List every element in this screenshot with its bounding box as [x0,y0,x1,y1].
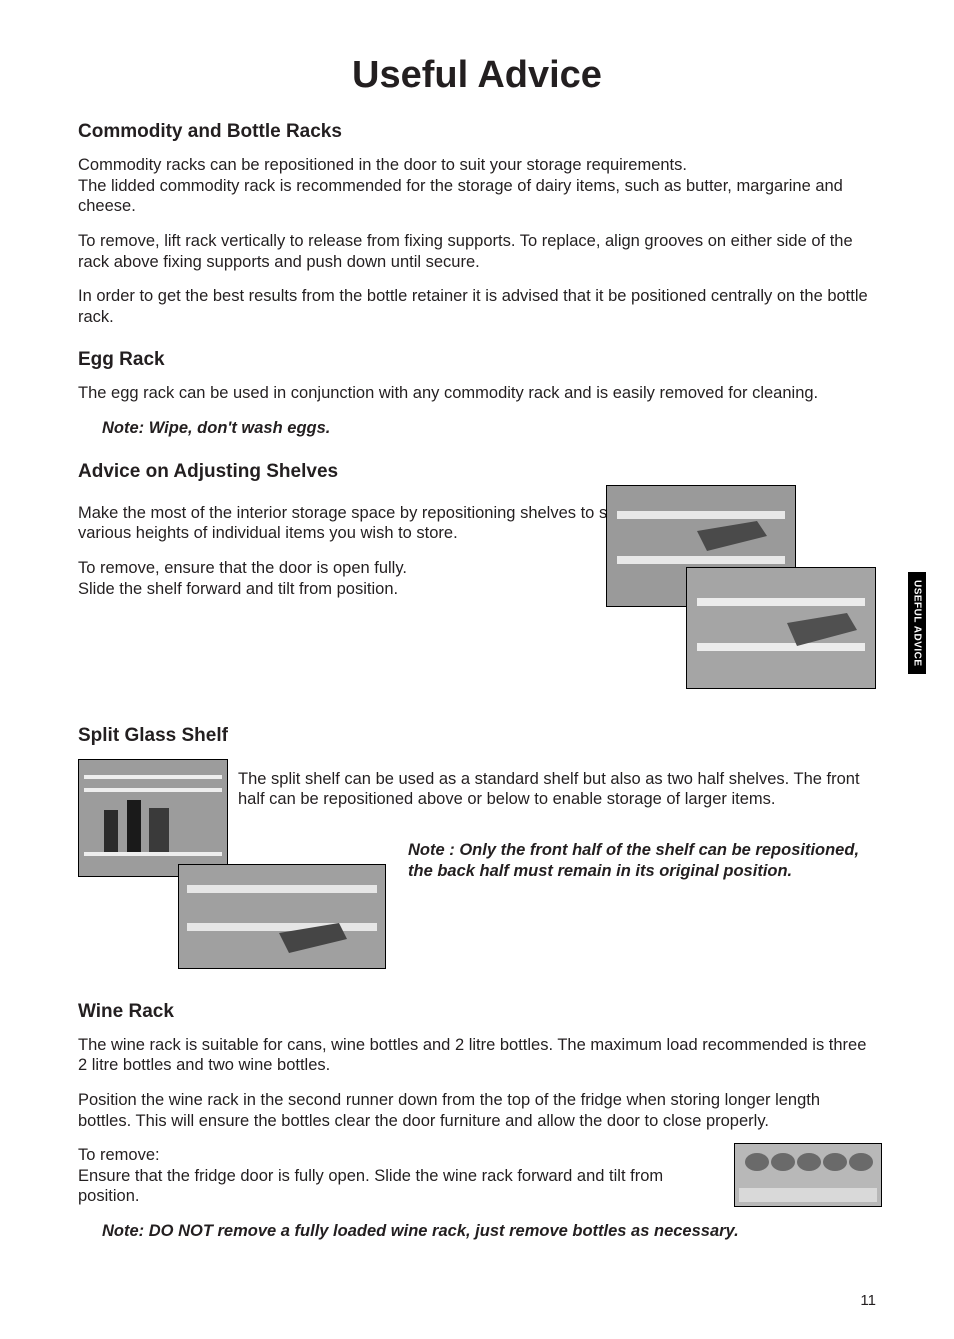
heading-split: Split Glass Shelf [78,725,876,747]
split-photo-1 [78,759,228,877]
shelves-images [606,485,886,685]
commodity-para: To remove, lift rack vertically to relea… [78,231,876,272]
split-photo-2 [178,864,386,969]
split-block: The split shelf can be used as a standar… [78,759,876,979]
heading-shelves: Advice on Adjusting Shelves [78,461,876,483]
wine-para: Position the wine rack in the second run… [78,1090,876,1131]
wine-note: Note: DO NOT remove a fully loaded wine … [102,1221,876,1242]
wine-photo [734,1143,882,1207]
page-title: Useful Advice [78,54,876,97]
heading-egg: Egg Rack [78,349,876,371]
shelves-para: Make the most of the interior storage sp… [78,495,658,544]
egg-note: Note: Wipe, don't wash eggs. [102,418,876,439]
side-tab: USEFUL ADVICE [908,572,926,674]
shelf-photo-2 [686,567,876,689]
commodity-para: In order to get the best results from th… [78,286,876,327]
wine-para: The wine rack is suitable for cans, wine… [78,1035,876,1076]
split-note: Note : Only the front half of the shelf … [408,840,876,881]
wine-block: Wine Rack The wine rack is suitable for … [78,1001,876,1207]
commodity-para: Commodity racks can be repositioned in t… [78,155,876,176]
page-content: Useful Advice Commodity and Bottle Racks… [0,0,954,1296]
wine-remove-lead: To remove: [78,1145,698,1166]
shelves-para: To remove, ensure that the door is open … [78,558,658,579]
heading-wine: Wine Rack [78,1001,876,1023]
page-number: 11 [860,1292,876,1309]
shelves-para: Slide the shelf forward and tilt from po… [78,579,658,600]
egg-para: The egg rack can be used in conjunction … [78,383,876,404]
split-para: The split shelf can be used as a standar… [238,759,876,810]
shelves-block: Make the most of the interior storage sp… [78,495,876,695]
heading-commodity: Commodity and Bottle Racks [78,121,876,143]
wine-remove-para: Ensure that the fridge door is fully ope… [78,1166,698,1207]
commodity-para: The lidded commodity rack is recommended… [78,176,876,217]
